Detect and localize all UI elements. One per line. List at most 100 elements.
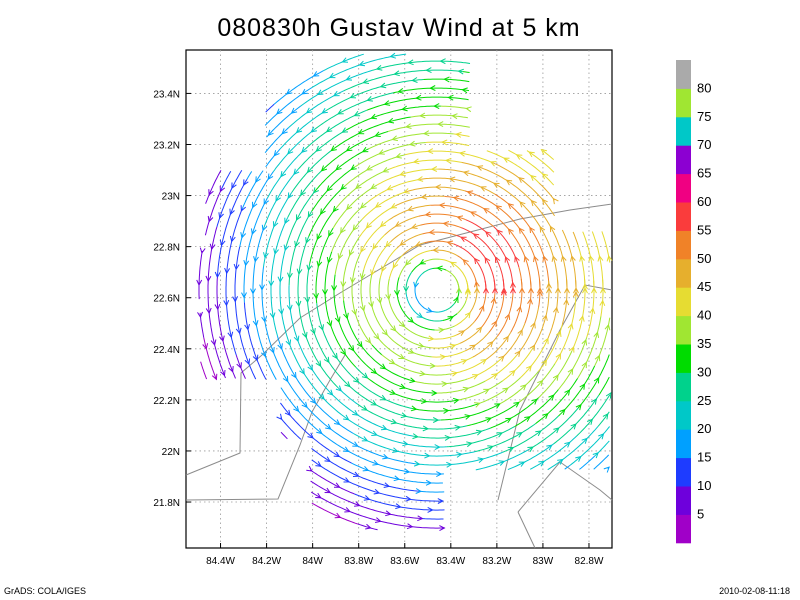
coastline (517, 461, 613, 513)
colorbar-segment (676, 514, 691, 544)
wind-streamline (434, 325, 456, 331)
y-tick-label: 22.6N (153, 294, 180, 305)
colorbar-segment (676, 202, 691, 231)
wind-streamline (280, 387, 444, 475)
wind-streamline (456, 234, 496, 291)
colorbar-segment (676, 400, 691, 430)
wind-streamline (264, 127, 290, 154)
wind-streamline (371, 241, 392, 276)
wind-streamline (499, 370, 539, 405)
wind-streamline (411, 261, 425, 273)
y-tick-label: 23N (162, 192, 180, 203)
wind-streamline (316, 303, 413, 409)
colorbar-segment (676, 88, 691, 118)
wind-streamline (287, 170, 322, 218)
wind-streamline (488, 294, 505, 333)
wind-streamline (577, 354, 610, 409)
wind-streamline (466, 401, 520, 427)
wind-streamline (354, 142, 426, 168)
wind-streamline (300, 69, 373, 107)
wind-streamline (264, 87, 312, 126)
wind-streamline (320, 131, 389, 172)
wind-streamline (353, 433, 476, 457)
wind-streamline (270, 217, 289, 337)
colorbar-segment (676, 230, 691, 260)
wind-streamline (332, 184, 378, 229)
footer-left: GrADS: COLA/IGES (4, 586, 87, 596)
wind-streamline (314, 92, 394, 130)
x-tick-label: 83.2W (482, 556, 511, 567)
wind-streamline (442, 313, 458, 321)
wind-streamline (538, 279, 541, 308)
wind-streamline (558, 337, 588, 390)
wind-streamline (413, 427, 491, 439)
wind-streamline (420, 222, 462, 229)
wind-streamline (600, 279, 604, 317)
wind-streamline (308, 186, 345, 237)
wind-streamline (315, 227, 334, 304)
x-tick-label: 83.4W (436, 556, 465, 567)
wind-streamline (593, 454, 610, 470)
wind-streamline (405, 186, 466, 193)
wind-streamline (414, 285, 435, 313)
wind-streamline (297, 236, 339, 389)
wind-streamline (421, 268, 433, 275)
wind-streamline (376, 168, 439, 186)
wind-streamline (331, 201, 369, 252)
wind-streamline (561, 278, 568, 325)
wind-streamline (423, 78, 470, 83)
wind-streamline (493, 279, 496, 294)
wind-streamline (469, 286, 478, 313)
wind-streamline (601, 231, 611, 263)
x-tick-label: 84W (302, 556, 323, 567)
wind-streamline (582, 231, 595, 291)
wind-streamline (343, 300, 416, 382)
wind-streamline (419, 177, 496, 195)
wind-streamline (277, 335, 354, 434)
wind-streamline (333, 274, 437, 394)
colorbar-segment (676, 344, 691, 373)
wind-streamline (493, 226, 520, 268)
wind-streamline (199, 312, 205, 338)
wind-arrowhead (540, 148, 547, 155)
wind-streamline (345, 105, 441, 131)
wind-streamline (396, 277, 435, 331)
wind-streamline (311, 448, 419, 492)
wind-streamline (461, 227, 505, 291)
wind-streamline (288, 285, 414, 437)
wind-streamline (378, 278, 431, 349)
wind-streamline (524, 280, 532, 324)
colorbar-segment (676, 372, 691, 402)
wind-streamline (404, 150, 493, 164)
wind-streamline (342, 236, 360, 301)
wind-streamline (398, 258, 413, 278)
wind-streamline (389, 159, 462, 170)
wind-arrowhead (465, 106, 472, 113)
wind-streamline (425, 141, 470, 147)
wind-streamline (502, 346, 534, 382)
wind-streamline (422, 231, 457, 236)
wind-streamline (456, 321, 475, 336)
wind-streamline (490, 397, 540, 429)
wind-streamline (354, 493, 445, 511)
wind-streamline (412, 403, 478, 412)
colorbar-label: 40 (697, 308, 711, 323)
plot-frame (185, 49, 613, 549)
colorbar-segment (676, 145, 691, 175)
x-axis-ticks: 84.4W 84.2W 84W 83.8W 83.6W 83.4W 83.2W 83W 82.8… (206, 543, 604, 567)
wind-streamline (535, 378, 579, 424)
wind-streamline (607, 466, 610, 469)
chart-title: 080830h Gustav Wind at 5 km (217, 14, 581, 42)
wind-streamline (405, 293, 423, 318)
colorbar-label: 30 (697, 364, 711, 379)
wind-streamline (486, 332, 512, 360)
wind-streamline (422, 317, 443, 322)
wind-streamline (415, 273, 423, 286)
wind-streamline (594, 440, 610, 457)
wind-streamline (538, 350, 573, 398)
colorbar-label: 45 (697, 279, 711, 294)
wind-streamline (571, 279, 586, 352)
wind-streamline (430, 249, 458, 257)
wind-streamline (477, 377, 521, 405)
wind-streamline (464, 190, 541, 291)
